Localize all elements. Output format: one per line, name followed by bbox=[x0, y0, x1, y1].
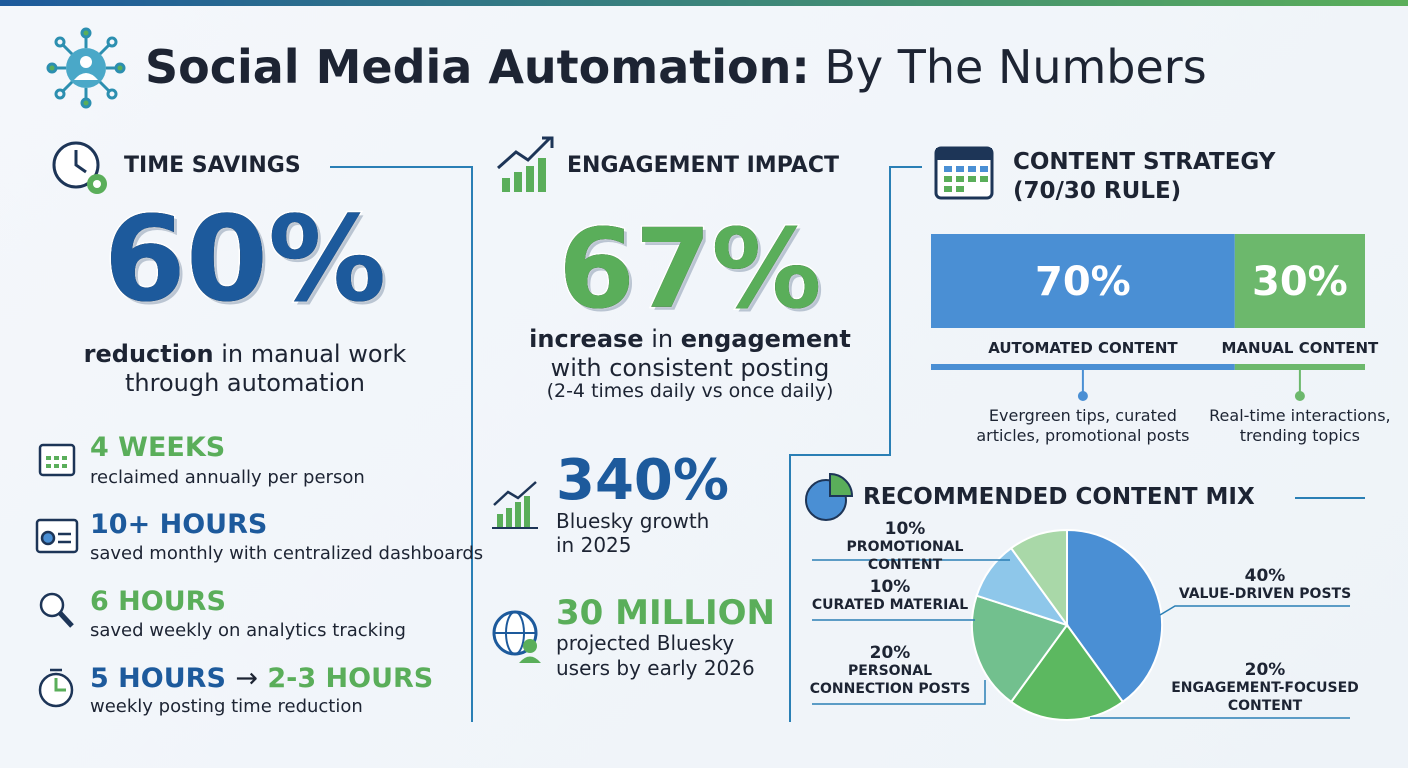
header-icon bbox=[46, 27, 126, 109]
growth-icon bbox=[497, 136, 554, 192]
globe-icon bbox=[492, 610, 541, 663]
small-growth-icon bbox=[492, 481, 538, 529]
leader-line bbox=[812, 680, 986, 705]
title-bold: Social Media Automation: bbox=[145, 40, 810, 94]
section-heading: CONTENT STRATEGY bbox=[1013, 149, 1276, 175]
bar-underline bbox=[1234, 364, 1365, 370]
section-heading: RECOMMENDED CONTENT MIX bbox=[863, 484, 1255, 510]
connector-dot bbox=[1077, 391, 1088, 401]
pie-slice bbox=[1009, 623, 1125, 721]
arrow: → bbox=[235, 663, 258, 694]
item-title: 2-3 HOURS bbox=[267, 663, 434, 694]
category-label: AUTOMATED CONTENT bbox=[988, 339, 1178, 357]
value-label: 70% bbox=[1035, 259, 1131, 305]
description: Real-time interactions, trending topics bbox=[1209, 406, 1391, 445]
item-title: 5 HOURS bbox=[90, 663, 226, 694]
top-bar bbox=[0, 0, 1408, 6]
item-text: weekly posting time reduction bbox=[90, 696, 363, 717]
category-label: PERSONAL CONNECTION POSTS bbox=[809, 663, 971, 697]
title-light: By The Numbers bbox=[824, 40, 1207, 94]
caption-bold: increase bbox=[529, 325, 644, 353]
caption-text: with consistent posting bbox=[550, 354, 830, 382]
caption: reduction in manual work through automat… bbox=[60, 340, 430, 398]
charts: 70% AUTOMATED CONTENT 30% MANUAL CONTENT bbox=[812, 234, 1380, 721]
divider-lines bbox=[330, 166, 1365, 722]
title: Social Media Automation: By The Numbers bbox=[145, 40, 1207, 94]
item-title-row: 5 HOURS → 2-3 HOURS bbox=[90, 663, 433, 694]
value-label: 30% bbox=[1252, 259, 1348, 305]
item-text: saved monthly with centralized dashboard… bbox=[90, 543, 484, 564]
stat-value: 340% bbox=[556, 448, 730, 513]
item-icons bbox=[35, 443, 79, 708]
item-title: 4 WEEKS bbox=[90, 432, 226, 463]
big-stat: 60% bbox=[102, 189, 387, 330]
stat-text: Bluesky growth in 2025 bbox=[556, 509, 710, 557]
section-heading: (70/30 RULE) bbox=[1013, 178, 1182, 204]
pie-icon bbox=[805, 472, 854, 521]
pie-slice bbox=[971, 594, 1069, 704]
clock-icon bbox=[52, 141, 107, 194]
caption-bold: engagement bbox=[680, 325, 851, 353]
stat-text: projected Bluesky users by early 2026 bbox=[556, 631, 755, 680]
caption-text: in manual work through automation bbox=[125, 340, 407, 397]
bar-underline bbox=[931, 364, 1235, 370]
description: Evergreen tips, curated articles, promot… bbox=[976, 406, 1190, 445]
category-label: VALUE-DRIVEN POSTS bbox=[1178, 586, 1352, 602]
caption-text: in bbox=[651, 325, 674, 353]
category-label: MANUAL CONTENT bbox=[1222, 339, 1380, 357]
pie-slice bbox=[1009, 528, 1068, 629]
section-heading: TIME SAVINGS bbox=[124, 153, 301, 178]
value-label: 20% bbox=[869, 643, 911, 663]
section-heading: ENGAGEMENT IMPACT bbox=[567, 153, 839, 178]
calendar-icon bbox=[934, 146, 994, 200]
caption-bold: reduction bbox=[83, 340, 214, 368]
bar-segment bbox=[1234, 234, 1365, 328]
note: (2-4 times daily vs once daily) bbox=[546, 380, 834, 402]
pie-slice bbox=[1066, 528, 1163, 704]
caption: increase in engagement with consistent p… bbox=[500, 325, 880, 383]
leader-line bbox=[1159, 605, 1350, 616]
bar-segment bbox=[931, 234, 1235, 328]
value-label: 40% bbox=[1244, 566, 1286, 586]
connector-dot bbox=[1294, 391, 1305, 401]
item-text: reclaimed annually per person bbox=[90, 467, 365, 488]
item-title: 10+ HOURS bbox=[90, 509, 268, 540]
item-text: saved weekly on analytics tracking bbox=[90, 620, 406, 641]
category-label: ENGAGEMENT-FOCUSED CONTENT bbox=[1171, 680, 1359, 714]
category-label: CURATED MATERIAL bbox=[811, 597, 969, 613]
item-title: 6 HOURS bbox=[90, 586, 226, 617]
category-label: PROMOTIONAL CONTENT bbox=[846, 539, 964, 573]
value-label: 20% bbox=[1244, 660, 1286, 680]
value-label: 10% bbox=[869, 577, 911, 597]
big-stat: 67% bbox=[557, 204, 823, 335]
stat-value: 30 MILLION bbox=[556, 593, 775, 633]
value-label: 10% bbox=[884, 519, 926, 539]
